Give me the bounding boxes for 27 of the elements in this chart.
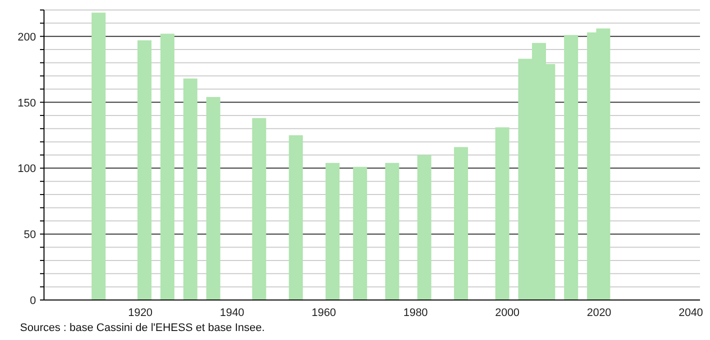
y-tick-label: 100 bbox=[18, 163, 36, 176]
y-tick-label: 200 bbox=[18, 31, 36, 44]
x-tick-label: 1920 bbox=[128, 306, 153, 319]
x-tick-label: 1960 bbox=[312, 306, 336, 319]
x-tick-label: 2020 bbox=[586, 306, 612, 319]
x-tick-label: 1980 bbox=[403, 306, 428, 319]
x-tick-label: 2040 bbox=[678, 306, 704, 319]
bar bbox=[183, 78, 198, 300]
y-tick-label: 0 bbox=[30, 295, 36, 307]
bar bbox=[454, 147, 468, 300]
bar bbox=[326, 162, 340, 300]
bar bbox=[495, 127, 510, 300]
bar bbox=[137, 40, 152, 300]
bar bbox=[160, 34, 174, 300]
bar bbox=[288, 135, 303, 300]
x-tick-label: 2000 bbox=[495, 306, 520, 319]
y-tick-label: 50 bbox=[24, 229, 36, 242]
bar bbox=[92, 12, 106, 300]
bar bbox=[417, 155, 432, 300]
x-tick-label: 1940 bbox=[220, 306, 244, 319]
source-note: Sources : base Cassini de l'EHESS et base Insee. bbox=[20, 322, 266, 334]
bar bbox=[252, 118, 266, 300]
bar bbox=[564, 35, 578, 300]
bar bbox=[206, 97, 220, 300]
bar bbox=[385, 162, 400, 300]
y-tick-label: 150 bbox=[18, 97, 36, 110]
bar bbox=[353, 166, 368, 300]
